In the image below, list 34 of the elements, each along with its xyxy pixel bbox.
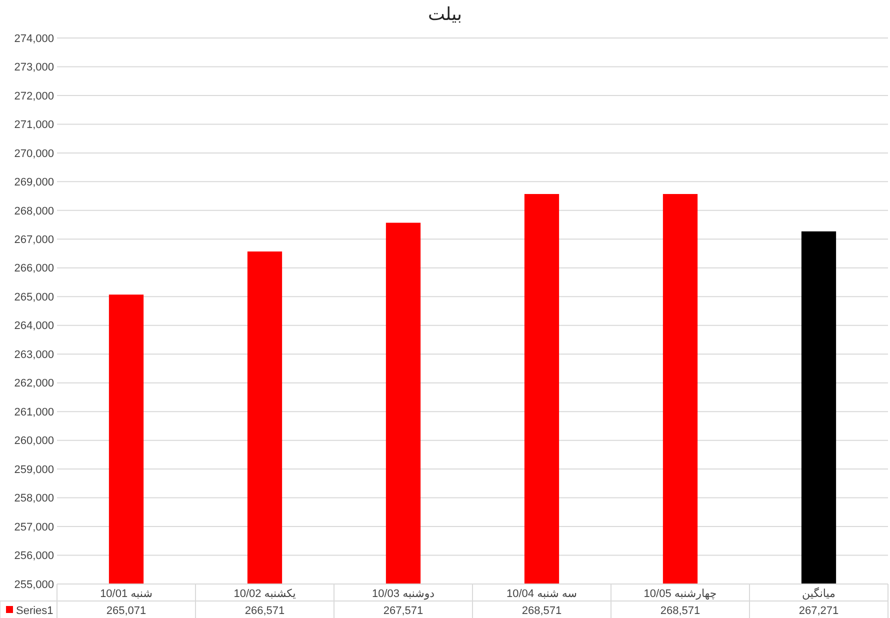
y-tick-label: 262,000 (14, 378, 54, 390)
x-tick-label: 10/05 چهارشنبه (644, 588, 717, 600)
x-tick-label: میانگین (802, 587, 836, 600)
data-label: 268,571 (660, 605, 700, 617)
y-tick-label: 271,000 (14, 119, 54, 132)
data-label: 268,571 (522, 605, 562, 617)
y-tick-label: 266,000 (14, 262, 54, 275)
data-label: 265,071 (106, 605, 146, 617)
x-tick-label: 10/02 یکشنبه (234, 588, 296, 600)
y-tick-label: 259,000 (14, 464, 54, 476)
y-tick-label: 257,000 (14, 521, 54, 534)
legend-label: Series1 (16, 605, 54, 617)
y-tick-label: 272,000 (14, 90, 54, 102)
y-tick-label: 256,000 (14, 550, 54, 562)
y-tick-label: 268,000 (14, 205, 54, 218)
y-tick-label: 263,000 (14, 348, 54, 361)
y-tick-label: 264,000 (14, 320, 54, 332)
x-tick-label: 10/03 دوشنبه (372, 588, 435, 600)
data-label: 266,571 (244, 605, 285, 617)
y-tick-label: 274,000 (14, 32, 54, 45)
x-tick-label: 10/04 سه شنبه (506, 588, 578, 600)
x-tick-label: 10/01 شنبه (100, 588, 152, 600)
y-tick-label: 265,000 (14, 291, 54, 304)
data-label: 267,271 (798, 605, 839, 617)
y-tick-label: 270,000 (14, 148, 54, 160)
y-tick-label: 261,000 (14, 406, 54, 418)
y-tick-label: 267,000 (14, 234, 54, 246)
y-tick-label: 260,000 (14, 435, 54, 448)
y-tick-label: 255,000 (14, 578, 54, 591)
chart-title: بیلت (428, 4, 462, 24)
y-tick-label: 258,000 (14, 492, 54, 505)
y-tick-label: 269,000 (14, 176, 54, 189)
data-label: 267,571 (383, 605, 424, 617)
y-tick-label: 273,000 (14, 62, 54, 74)
